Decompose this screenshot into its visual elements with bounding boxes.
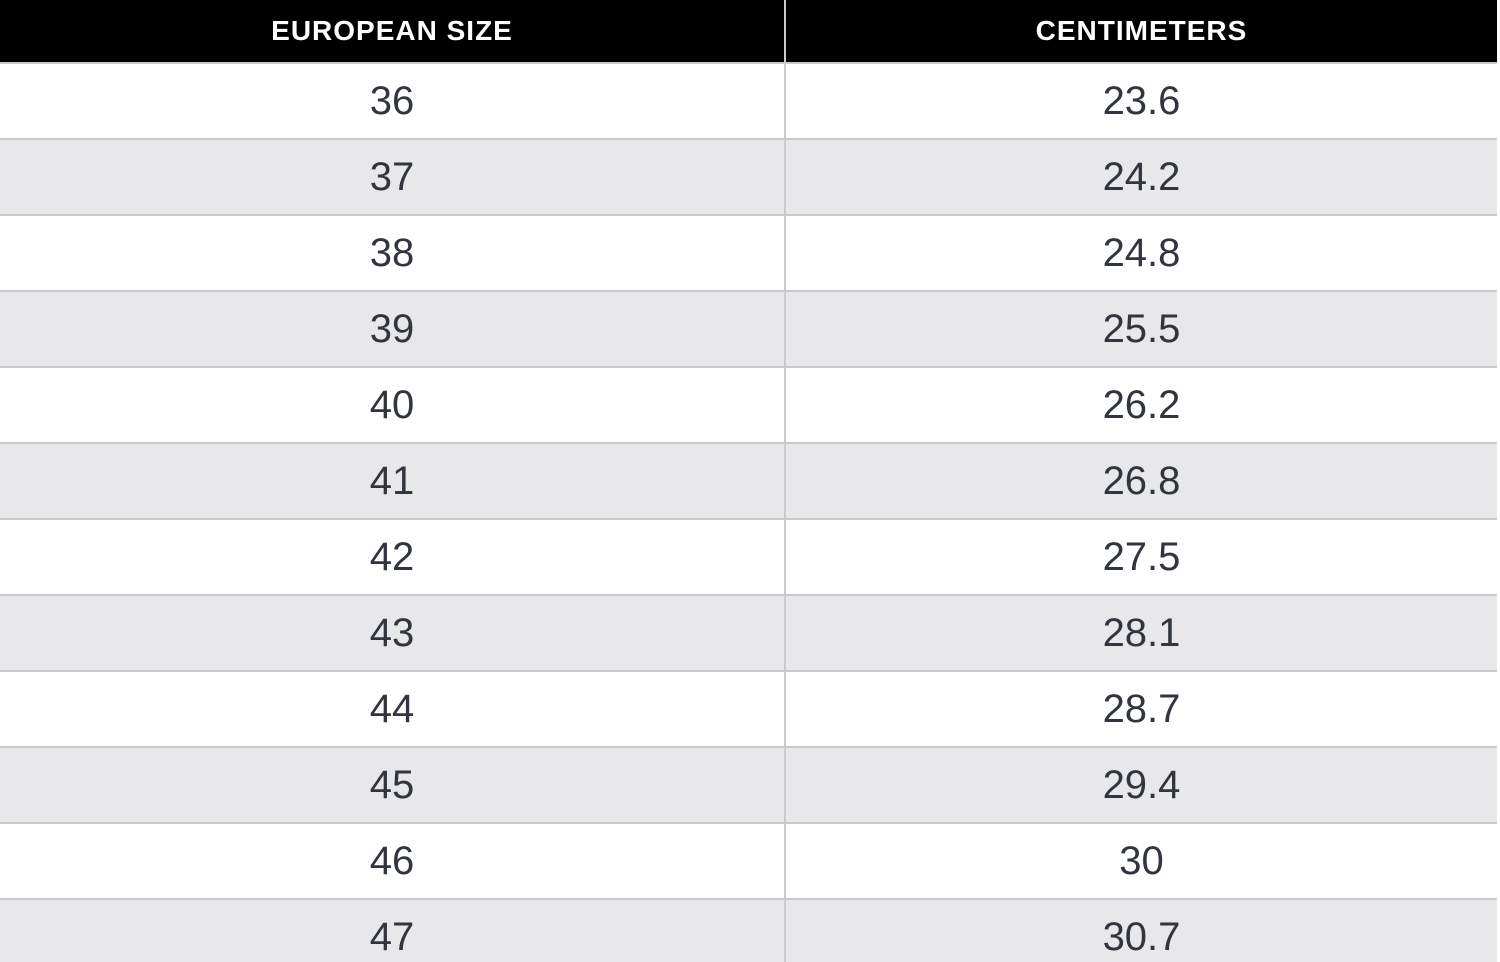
size-cell: 40 bbox=[0, 366, 785, 443]
cm-cell: 24.2 bbox=[784, 138, 1497, 215]
table-row: 37 24.2 bbox=[0, 138, 1497, 215]
size-cell: 41 bbox=[0, 442, 785, 519]
table-row: 39 25.5 bbox=[0, 290, 1497, 367]
size-cell: 46 bbox=[0, 822, 785, 899]
size-cell: 45 bbox=[0, 746, 785, 823]
table-row: 40 26.2 bbox=[0, 366, 1497, 443]
cm-cell: 30.7 bbox=[784, 898, 1497, 962]
cm-cell: 28.7 bbox=[784, 670, 1497, 747]
table-row: 43 28.1 bbox=[0, 594, 1497, 671]
size-cell: 42 bbox=[0, 518, 785, 595]
cm-cell: 29.4 bbox=[784, 746, 1497, 823]
table-row: 45 29.4 bbox=[0, 746, 1497, 823]
cm-cell: 26.8 bbox=[784, 442, 1497, 519]
table-row: 44 28.7 bbox=[0, 670, 1497, 747]
table-row: 42 27.5 bbox=[0, 518, 1497, 595]
size-cell: 47 bbox=[0, 898, 785, 962]
size-cell: 37 bbox=[0, 138, 785, 215]
table-row: 46 30 bbox=[0, 822, 1497, 899]
cm-cell: 23.6 bbox=[784, 62, 1497, 139]
cm-cell: 24.8 bbox=[784, 214, 1497, 291]
column-header-centimeters: CENTIMETERS bbox=[784, 0, 1497, 63]
cm-cell: 26.2 bbox=[784, 366, 1497, 443]
table-header-row: EUROPEAN SIZE CENTIMETERS bbox=[0, 0, 1497, 63]
cm-cell: 30 bbox=[784, 822, 1497, 899]
table-row: 38 24.8 bbox=[0, 214, 1497, 291]
cm-cell: 27.5 bbox=[784, 518, 1497, 595]
size-cell: 38 bbox=[0, 214, 785, 291]
size-cell: 36 bbox=[0, 62, 785, 139]
table-row: 36 23.6 bbox=[0, 62, 1497, 139]
cm-cell: 25.5 bbox=[784, 290, 1497, 367]
table-row: 41 26.8 bbox=[0, 442, 1497, 519]
size-cell: 43 bbox=[0, 594, 785, 671]
table-row: 47 30.7 bbox=[0, 898, 1497, 962]
cm-cell: 28.1 bbox=[784, 594, 1497, 671]
size-cell: 39 bbox=[0, 290, 785, 367]
column-header-european-size: EUROPEAN SIZE bbox=[0, 0, 785, 63]
size-cell: 44 bbox=[0, 670, 785, 747]
